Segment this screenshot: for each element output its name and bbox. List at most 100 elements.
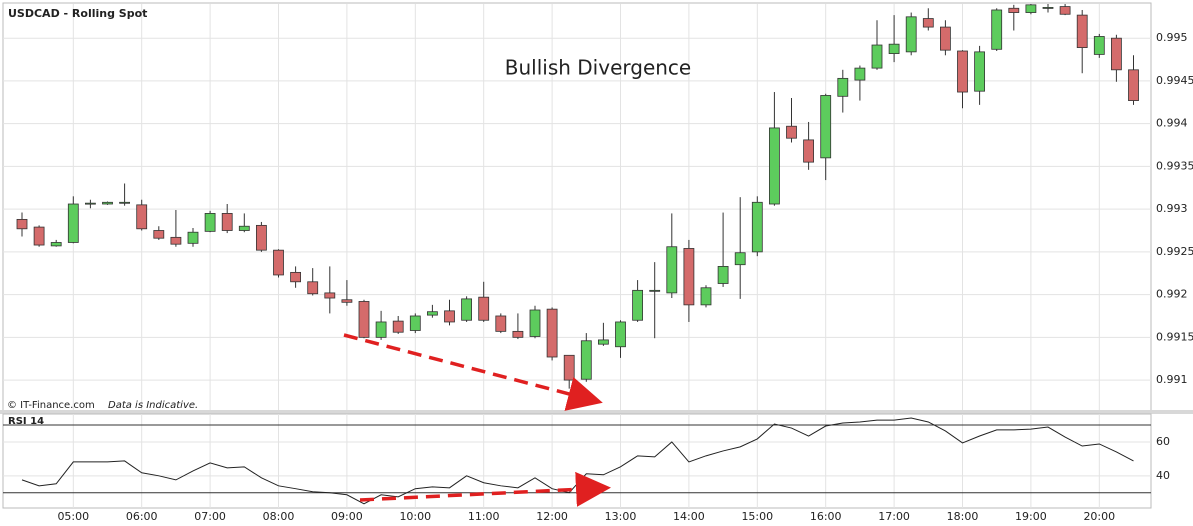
candle-body bbox=[666, 246, 678, 294]
x-tick-label: 08:00 bbox=[263, 510, 295, 523]
candle-body bbox=[854, 67, 866, 81]
source: © IT-Finance.com bbox=[7, 400, 95, 411]
candle-body bbox=[1093, 36, 1105, 55]
candle-body bbox=[820, 95, 832, 159]
candle-body bbox=[649, 289, 661, 292]
x-tick-label: 11:00 bbox=[468, 510, 500, 523]
candle-body bbox=[307, 281, 319, 295]
candle-body bbox=[136, 204, 148, 230]
candle-body bbox=[1059, 6, 1071, 15]
candle-body bbox=[563, 354, 575, 381]
candle-body bbox=[1008, 7, 1020, 13]
x-tick-label: 12:00 bbox=[536, 510, 568, 523]
candle-body bbox=[85, 202, 96, 205]
candle-body bbox=[324, 292, 336, 299]
candle-body bbox=[922, 18, 934, 28]
candle-body bbox=[1025, 4, 1037, 13]
candle-body bbox=[717, 266, 729, 284]
candle-body bbox=[478, 296, 490, 321]
y-tick-label: 0.9925 bbox=[1156, 245, 1193, 258]
x-tick-label: 17:00 bbox=[878, 510, 910, 523]
candle-body bbox=[461, 298, 473, 321]
candle-body bbox=[375, 321, 387, 338]
note: Data is Indicative. bbox=[108, 400, 198, 411]
candle-body bbox=[615, 321, 626, 348]
candle-body bbox=[273, 249, 284, 276]
candle-body bbox=[221, 213, 233, 231]
candle-body bbox=[1128, 69, 1139, 101]
y-tick-label: 0.9935 bbox=[1156, 159, 1193, 172]
candle-body bbox=[119, 201, 130, 204]
y-tick-label: 0.991 bbox=[1156, 373, 1188, 386]
candle-body bbox=[803, 139, 814, 163]
candle-body bbox=[700, 287, 712, 306]
candle-body bbox=[1076, 14, 1088, 48]
candle-body bbox=[495, 315, 507, 332]
candle-body bbox=[1111, 37, 1122, 71]
candle-body bbox=[769, 127, 780, 205]
x-tick-label: 05:00 bbox=[57, 510, 89, 523]
plot-layer: 05:00 06:00 07:00 08:00 09:00 10:00 11:00 12:00… bbox=[3, 4, 1193, 523]
rsi-title: RSI 14 bbox=[8, 416, 44, 427]
chart-title: USDCAD - Rolling Spot bbox=[8, 7, 147, 20]
x-tick-label: 09:00 bbox=[331, 510, 363, 523]
candle-body bbox=[426, 311, 438, 316]
candle-body bbox=[683, 248, 695, 306]
y-tick-label: 0.9945 bbox=[1156, 74, 1193, 87]
candle-body bbox=[170, 236, 182, 245]
rsi-panel bbox=[2, 413, 1152, 509]
candle-body bbox=[33, 226, 45, 246]
candle-body bbox=[1042, 7, 1054, 9]
x-tick-label: 06:00 bbox=[126, 510, 158, 523]
candle-body bbox=[957, 50, 968, 93]
annotation: Bullish Divergence bbox=[505, 56, 691, 80]
candle-body bbox=[751, 201, 763, 253]
x-tick-label: 15:00 bbox=[741, 510, 773, 523]
x-tick-label: 13:00 bbox=[605, 510, 637, 523]
candle-body bbox=[290, 271, 302, 283]
candle-body bbox=[905, 16, 917, 53]
candle-body bbox=[598, 339, 609, 345]
candle-body bbox=[392, 320, 404, 333]
x-tick-label: 14:00 bbox=[673, 510, 705, 523]
candle-body bbox=[786, 125, 797, 139]
x-tick-label: 10:00 bbox=[399, 510, 431, 523]
candle-body bbox=[871, 44, 883, 69]
candle-body bbox=[67, 203, 79, 243]
candle-body bbox=[837, 77, 849, 97]
y-tick-label: 0.9915 bbox=[1156, 330, 1193, 343]
divergence-arrow bbox=[359, 471, 611, 507]
candle-body bbox=[50, 242, 62, 247]
candle-body bbox=[409, 315, 421, 331]
candle-body bbox=[888, 43, 900, 54]
x-tick-label: 16:00 bbox=[810, 510, 842, 523]
y-tick-label: 0.993 bbox=[1156, 202, 1188, 215]
candle-body bbox=[529, 309, 541, 337]
candle-body bbox=[580, 340, 592, 380]
candle-body bbox=[153, 230, 165, 239]
x-tick-label: 18:00 bbox=[947, 510, 979, 523]
y-tick-label: 0.995 bbox=[1156, 31, 1188, 44]
candle-body bbox=[358, 301, 370, 338]
candle-body bbox=[341, 299, 353, 303]
candle-body bbox=[991, 9, 1003, 50]
y-tick-label: 60 bbox=[1156, 435, 1170, 448]
candle-body bbox=[187, 231, 199, 244]
candle-body bbox=[204, 213, 216, 232]
candle-body bbox=[444, 310, 455, 323]
candle-body bbox=[238, 225, 250, 231]
candle-body bbox=[940, 26, 951, 51]
x-tick-label: 07:00 bbox=[194, 510, 226, 523]
x-tick-label: 20:00 bbox=[1083, 510, 1115, 523]
x-tick-label: 19:00 bbox=[1015, 510, 1047, 523]
candle-body bbox=[974, 51, 985, 92]
candle-body bbox=[734, 252, 746, 266]
panel-separator bbox=[0, 410, 1193, 414]
candle-body bbox=[546, 308, 558, 358]
candle-body bbox=[632, 289, 643, 321]
candle-body bbox=[512, 330, 524, 338]
candle-body bbox=[255, 224, 267, 251]
y-tick-label: 0.994 bbox=[1156, 117, 1188, 130]
